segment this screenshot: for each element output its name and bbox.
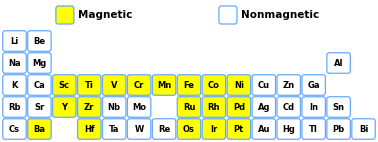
FancyBboxPatch shape [3,119,26,139]
Text: Sc: Sc [59,81,70,89]
FancyBboxPatch shape [202,119,226,139]
FancyBboxPatch shape [53,97,76,117]
FancyBboxPatch shape [152,75,176,95]
FancyBboxPatch shape [77,119,101,139]
FancyBboxPatch shape [28,53,51,73]
Text: Rh: Rh [208,103,220,111]
FancyBboxPatch shape [28,31,51,51]
FancyBboxPatch shape [352,119,375,139]
FancyBboxPatch shape [127,97,151,117]
Text: Ag: Ag [257,103,270,111]
Text: Tl: Tl [309,125,318,133]
Text: Na: Na [8,59,21,67]
FancyBboxPatch shape [252,119,276,139]
Text: Zr: Zr [84,103,94,111]
FancyBboxPatch shape [202,75,226,95]
FancyBboxPatch shape [152,119,176,139]
FancyBboxPatch shape [219,6,237,24]
Text: Co: Co [208,81,220,89]
FancyBboxPatch shape [252,97,276,117]
FancyBboxPatch shape [3,75,26,95]
FancyBboxPatch shape [177,97,201,117]
FancyBboxPatch shape [102,119,126,139]
Text: Al: Al [334,59,343,67]
Text: Ru: Ru [183,103,195,111]
Text: Hf: Hf [84,125,94,133]
FancyBboxPatch shape [302,75,325,95]
Text: Fe: Fe [183,81,195,89]
FancyBboxPatch shape [127,119,151,139]
Text: Zn: Zn [283,81,295,89]
FancyBboxPatch shape [227,75,251,95]
Text: Ir: Ir [210,125,218,133]
FancyBboxPatch shape [102,75,126,95]
Text: Cs: Cs [9,125,20,133]
FancyBboxPatch shape [277,119,301,139]
FancyBboxPatch shape [28,97,51,117]
Text: Nonmagnetic: Nonmagnetic [241,10,319,20]
FancyBboxPatch shape [302,97,325,117]
FancyBboxPatch shape [277,75,301,95]
Text: Hg: Hg [282,125,295,133]
Text: Pt: Pt [234,125,244,133]
FancyBboxPatch shape [277,97,301,117]
Text: Bi: Bi [359,125,368,133]
FancyBboxPatch shape [28,75,51,95]
FancyBboxPatch shape [177,75,201,95]
Text: Re: Re [158,125,170,133]
FancyBboxPatch shape [56,6,74,24]
Text: Pd: Pd [233,103,245,111]
Text: Y: Y [61,103,67,111]
FancyBboxPatch shape [102,97,126,117]
FancyBboxPatch shape [202,97,226,117]
Text: Ti: Ti [85,81,94,89]
Text: Os: Os [183,125,195,133]
FancyBboxPatch shape [127,75,151,95]
Text: W: W [135,125,144,133]
FancyBboxPatch shape [177,119,201,139]
Text: Cu: Cu [258,81,270,89]
FancyBboxPatch shape [77,75,101,95]
Text: Mn: Mn [157,81,171,89]
Text: Nb: Nb [108,103,121,111]
FancyBboxPatch shape [28,119,51,139]
Text: Pb: Pb [333,125,345,133]
Text: Ga: Ga [307,81,320,89]
FancyBboxPatch shape [327,119,350,139]
Text: V: V [111,81,118,89]
FancyBboxPatch shape [327,97,350,117]
Text: Ba: Ba [33,125,45,133]
Text: In: In [309,103,318,111]
Text: Sn: Sn [333,103,345,111]
Text: Sr: Sr [34,103,45,111]
FancyBboxPatch shape [3,31,26,51]
FancyBboxPatch shape [327,53,350,73]
FancyBboxPatch shape [252,75,276,95]
Text: Ta: Ta [109,125,119,133]
Text: Ni: Ni [234,81,244,89]
FancyBboxPatch shape [302,119,325,139]
Text: Cr: Cr [134,81,144,89]
Text: K: K [11,81,18,89]
FancyBboxPatch shape [3,53,26,73]
Text: Be: Be [33,36,45,45]
FancyBboxPatch shape [227,97,251,117]
FancyBboxPatch shape [53,75,76,95]
Text: Li: Li [10,36,19,45]
Text: Magnetic: Magnetic [78,10,132,20]
Text: Ca: Ca [34,81,45,89]
Text: Cd: Cd [283,103,295,111]
Text: Mo: Mo [132,103,146,111]
FancyBboxPatch shape [3,97,26,117]
FancyBboxPatch shape [77,97,101,117]
Text: Au: Au [257,125,270,133]
Text: Mg: Mg [32,59,46,67]
FancyBboxPatch shape [227,119,251,139]
Text: Rb: Rb [8,103,21,111]
